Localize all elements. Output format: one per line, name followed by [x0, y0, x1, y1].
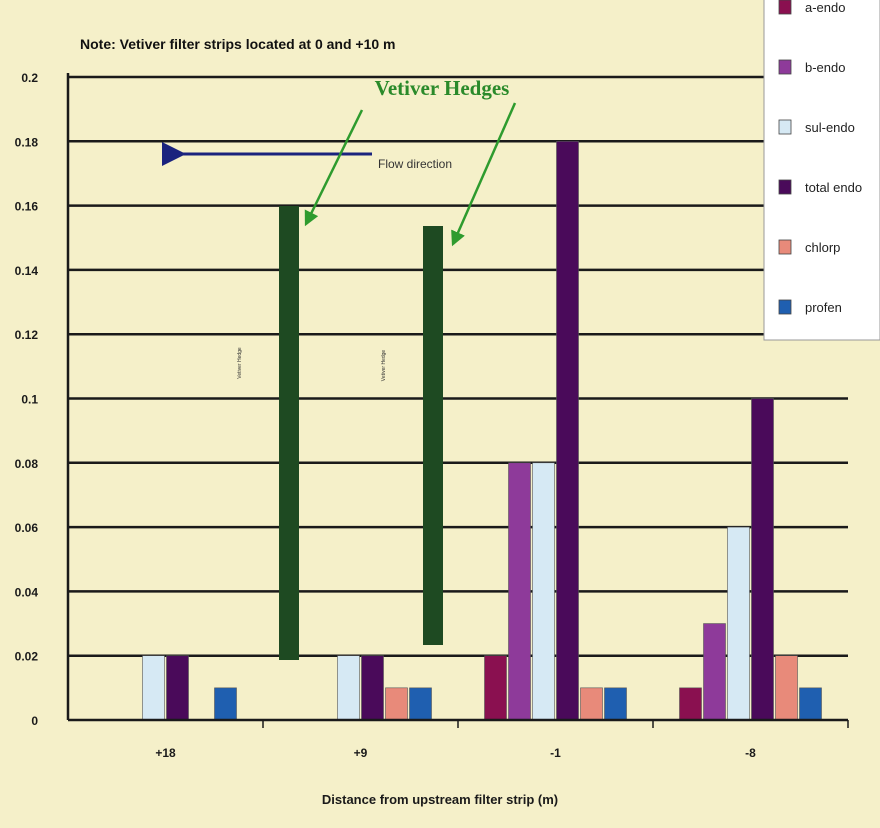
bar-b-endo-2 — [508, 462, 531, 721]
y-tick-label: 0.2 — [21, 71, 38, 85]
hedge-pointer-arrow — [304, 109, 364, 227]
y-tick-label: 0.04 — [15, 585, 39, 599]
bar-sul-endo-1 — [337, 655, 360, 721]
bar-chlorp-3 — [775, 655, 798, 721]
y-tick-label: 0.16 — [15, 200, 39, 214]
legend-swatch — [778, 119, 792, 135]
x-tick-label: -8 — [745, 746, 756, 760]
legend-label: total endo — [805, 180, 862, 195]
bar-sul-endo-3 — [727, 526, 750, 721]
legend-box — [763, 0, 880, 341]
bar-profen-0 — [214, 687, 237, 721]
x-axis-title: Distance from upstream filter strip (m) — [322, 792, 558, 807]
flow-direction-label: Flow direction — [378, 157, 452, 171]
legend-label: a-endo — [805, 0, 845, 15]
bars-group — [142, 141, 822, 721]
bar-sul-endo-2 — [532, 462, 555, 721]
legend-swatch — [778, 239, 792, 255]
bar-profen-2 — [604, 687, 627, 721]
bar-total-endo-3 — [751, 398, 774, 721]
x-tick-label: +9 — [354, 746, 368, 760]
y-axis-tick-labels: 0 0.02 0.04 0.06 0.08 0.1 0.12 0.14 0.16 0.18 0.2 — [15, 71, 39, 728]
legend-label: sul-endo — [805, 120, 855, 135]
bar-b-endo-3 — [703, 623, 726, 721]
y-tick-label: 0.06 — [15, 521, 39, 535]
vetiver-hedge-bar — [279, 206, 299, 660]
legend-swatch — [778, 0, 792, 15]
hedge-label: Vetiver Hedge — [237, 347, 243, 379]
legend-swatch — [778, 59, 792, 75]
legend-label: chlorp — [805, 240, 840, 255]
chart-note: Note: Vetiver filter strips located at 0… — [80, 36, 396, 52]
bar-a-endo-2 — [484, 655, 507, 721]
bar-chlorp-1 — [385, 687, 408, 721]
y-tick-label: 0.14 — [15, 264, 39, 278]
vetiver-hedges: Vetiver Hedge Vetiver Hedge — [237, 206, 443, 660]
legend-swatch — [778, 299, 792, 315]
legend: a-endo b-endo sul-endo total endo chlorp prof… — [763, 0, 880, 341]
bar-a-endo-3 — [679, 687, 702, 721]
bar-sul-endo-0 — [142, 655, 165, 721]
legend-label: profen — [805, 300, 842, 315]
x-tick-label: -1 — [550, 746, 561, 760]
bar-total-endo-0 — [166, 655, 189, 721]
gridlines — [68, 75, 848, 657]
bar-total-endo-1 — [361, 655, 384, 721]
vetiver-hedge-bar — [423, 226, 443, 645]
bar-chlorp-2 — [580, 687, 603, 721]
y-tick-label: 0.02 — [15, 650, 39, 664]
x-tick-label: +18 — [155, 746, 176, 760]
bar-total-endo-2 — [556, 141, 579, 721]
x-axis-tick-labels: +18 +9 -1 -8 — [155, 746, 756, 760]
legend-swatch — [778, 179, 792, 195]
axes — [66, 73, 849, 728]
bar-profen-3 — [799, 687, 822, 721]
y-tick-label: 0 — [31, 714, 38, 728]
y-tick-label: 0.18 — [15, 135, 39, 149]
y-tick-label: 0.1 — [21, 393, 38, 407]
annotations: Vetiver Hedges Flow direction — [162, 76, 517, 247]
hedge-label: Vetiver Hedge — [381, 350, 387, 382]
y-tick-label: 0.12 — [15, 328, 39, 342]
hedge-pointer-arrow — [451, 102, 517, 247]
legend-label: b-endo — [805, 60, 845, 75]
vetiver-hedges-title: Vetiver Hedges — [375, 76, 510, 100]
y-tick-label: 0.08 — [15, 457, 39, 471]
bar-profen-1 — [409, 687, 432, 721]
